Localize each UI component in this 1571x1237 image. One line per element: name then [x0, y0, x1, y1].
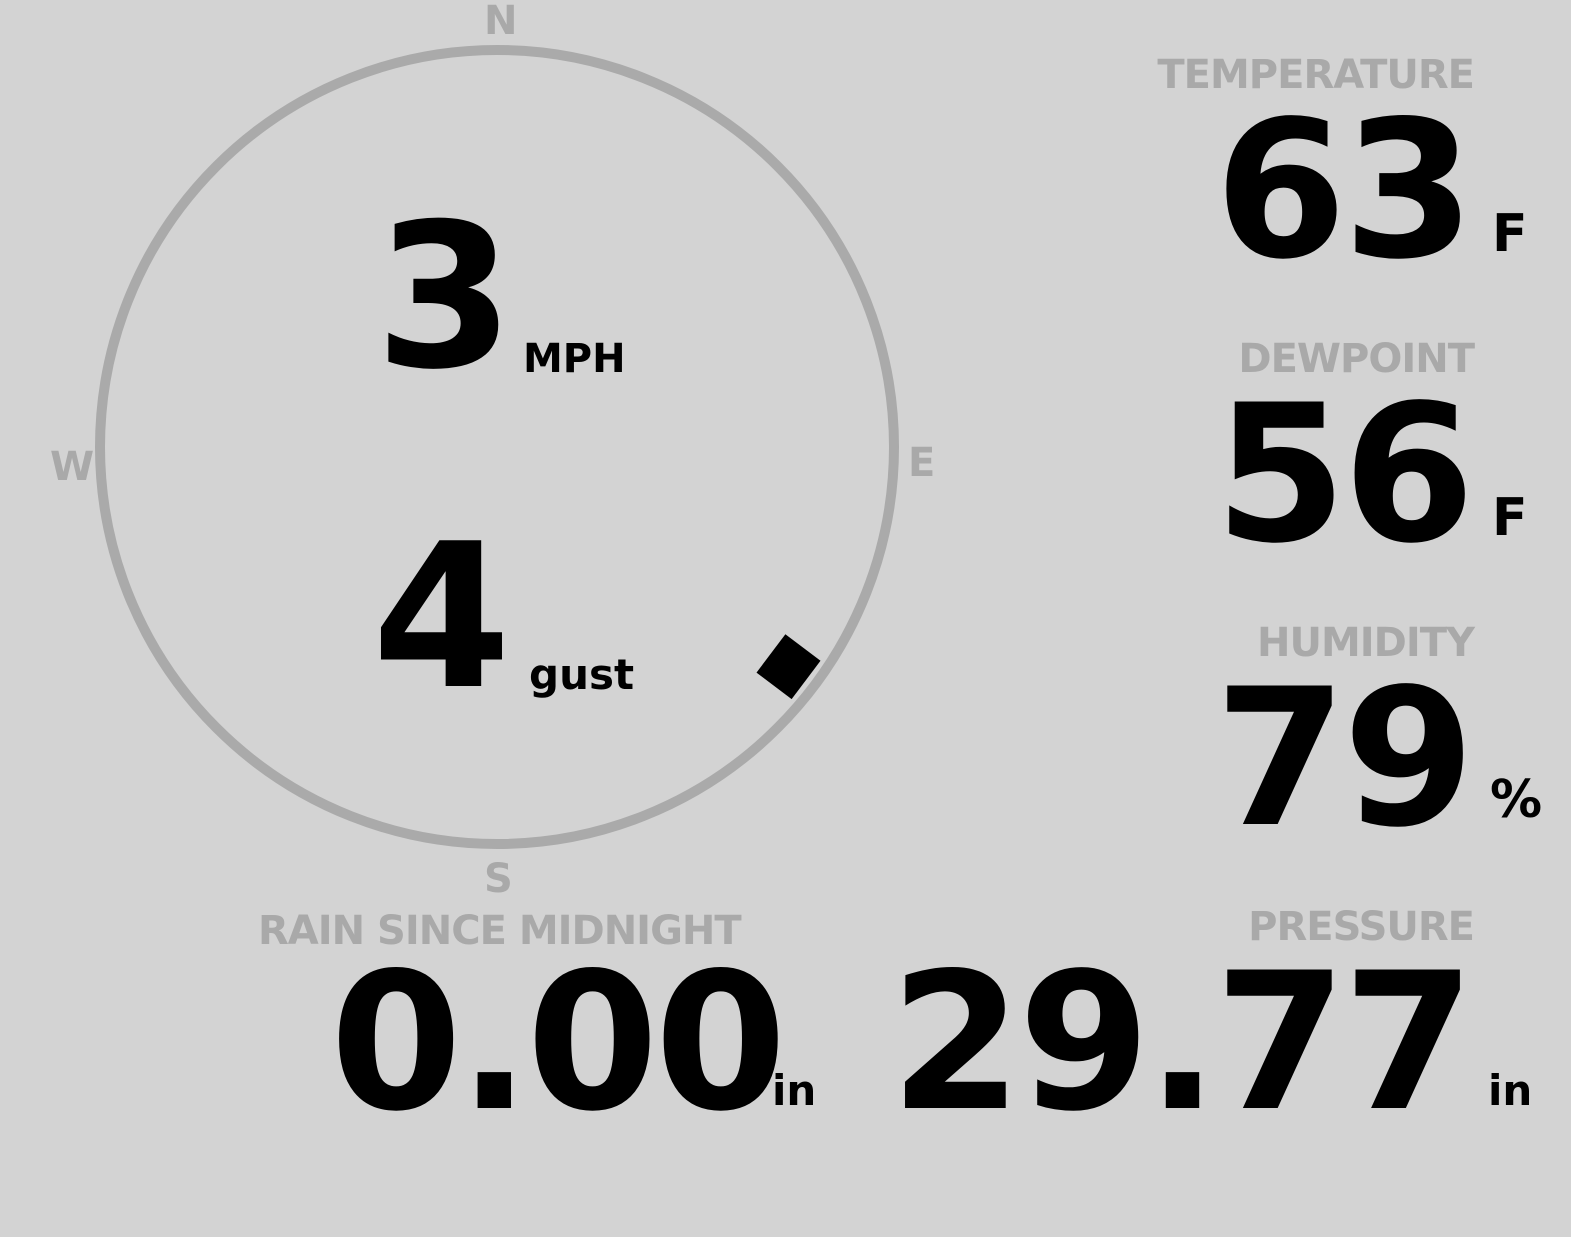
wind-gust-value: 4 [372, 501, 511, 734]
rain-label: RAIN SINCE MIDNIGHT [258, 908, 742, 954]
wind-speed-unit: MPH [523, 336, 626, 382]
humidity-value: 79 [1214, 648, 1475, 869]
temperature-label: TEMPERATURE [1157, 52, 1475, 98]
temperature-value: 63 [1214, 80, 1475, 301]
dewpoint-unit: F [1492, 488, 1528, 548]
compass-ring [95, 45, 899, 849]
pressure-unit: in [1488, 1066, 1533, 1115]
compass-east: E [908, 440, 936, 486]
dewpoint-label: DEWPOINT [1238, 336, 1475, 382]
wind-direction-marker [756, 634, 821, 700]
dewpoint-value: 56 [1214, 364, 1475, 585]
wind-speed-value: 3 [375, 181, 514, 414]
pressure-value: 29.77 [890, 932, 1475, 1153]
pressure-label: PRESSURE [1248, 904, 1475, 950]
wind-gust-unit: gust [529, 650, 635, 699]
rain-value: 0.00 [330, 932, 787, 1153]
temperature-unit: F [1492, 204, 1528, 264]
compass-west: W [50, 444, 95, 490]
humidity-label: HUMIDITY [1257, 620, 1475, 666]
compass-north: N [484, 0, 518, 44]
compass-south: S [484, 856, 513, 902]
humidity-unit: % [1490, 770, 1543, 830]
rain-unit: in [772, 1066, 817, 1115]
